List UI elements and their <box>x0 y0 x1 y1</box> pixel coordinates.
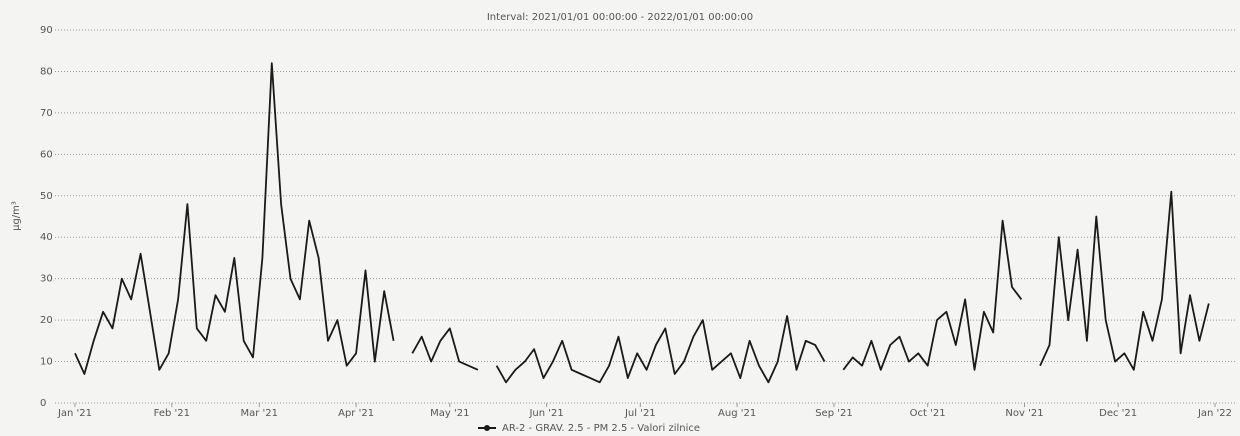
x-tick-label: Apr '21 <box>338 408 374 419</box>
x-tick-label: Feb '21 <box>154 408 190 419</box>
x-tick-label: Mar '21 <box>241 408 279 419</box>
y-tick-label: 40 <box>40 232 53 243</box>
y-tick-label: 80 <box>40 66 53 77</box>
legend-marker <box>484 425 490 431</box>
y-tick-label: 0 <box>40 398 46 409</box>
chart-title: Interval: 2021/01/01 00:00:00 - 2022/01/… <box>487 12 753 23</box>
y-axis-label: µg/m³ <box>11 201 22 231</box>
y-tick-label: 70 <box>40 108 53 119</box>
x-tick-label: Aug '21 <box>718 408 756 419</box>
x-tick-label: Dec '21 <box>1099 408 1137 419</box>
data-line <box>74 62 1210 384</box>
x-tick-label: Jan '21 <box>57 408 92 419</box>
x-tick-label: May '21 <box>430 408 469 419</box>
y-tick-label: 60 <box>40 149 53 160</box>
x-tick-label: Jul '21 <box>624 408 656 419</box>
legend-label[interactable]: AR-2 - GRAV. 2.5 - PM 2.5 - Valori zilni… <box>502 423 700 434</box>
y-tick-label: 10 <box>40 357 53 368</box>
y-tick-label: 30 <box>40 274 53 285</box>
y-tick-label: 90 <box>40 25 53 36</box>
x-tick-label: Jun '21 <box>528 408 563 419</box>
x-tick-label: Nov '21 <box>1005 408 1043 419</box>
y-tick-label: 20 <box>40 315 53 326</box>
x-tick-label: Jan '22 <box>1197 408 1232 419</box>
x-tick-label: Sep '21 <box>815 408 853 419</box>
y-tick-label: 50 <box>40 191 53 202</box>
x-tick-label: Oct '21 <box>910 408 946 419</box>
